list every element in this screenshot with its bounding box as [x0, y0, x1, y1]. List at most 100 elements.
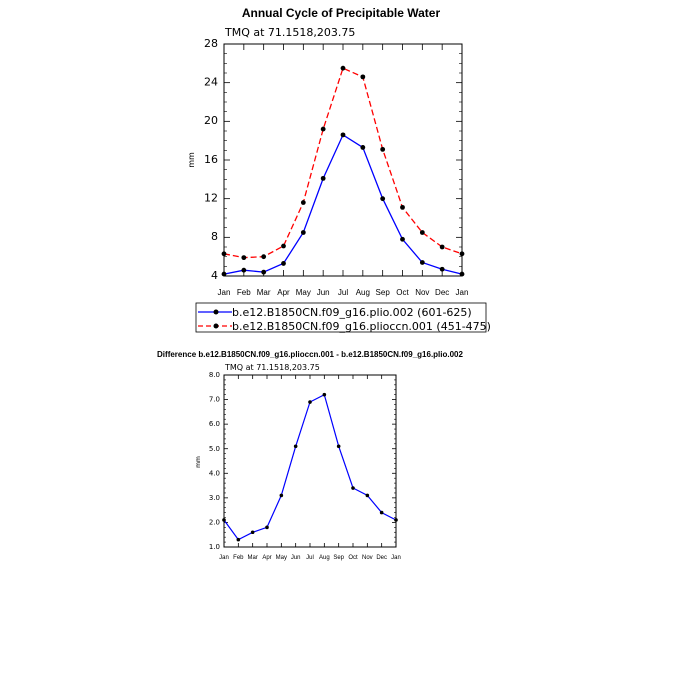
series-1-point — [320, 175, 326, 181]
series-1-line — [223, 133, 463, 275]
y-tick-label: 8.0 — [209, 371, 220, 379]
chart1-series — [221, 65, 465, 277]
y-tick-label: 7.0 — [209, 396, 220, 404]
chart1-legend: b.e12.B1850CN.f09_g16.plio.002 (601-625)… — [195, 302, 491, 333]
series-2-point — [281, 243, 286, 249]
series-1-point — [265, 525, 269, 530]
precipitable-water-chart: Annual Cycle of Precipitable Water TMQ a… — [187, 6, 491, 333]
series-1-point — [293, 444, 298, 449]
chart1-axes: Jan Feb Mar Apr May Jun Jul Aug Sep Oct Nov Dec Jan4… — [204, 37, 468, 297]
x-tick-label: Jan — [391, 555, 401, 561]
x-tick-label: Jan — [218, 288, 231, 297]
series-1-point — [236, 537, 241, 542]
series-1-point — [279, 493, 284, 498]
y-tick-label: 28 — [204, 37, 218, 50]
series-1-point — [281, 261, 286, 266]
x-tick-label: Jul — [338, 288, 348, 297]
chart2-subtitle: TMQ at 71.1518,203.75 — [224, 363, 320, 372]
legend-label-series-2: b.e12.B1850CN.f09_g16.plioccn.001 (451-4… — [232, 320, 491, 333]
series-1-point — [439, 266, 445, 272]
series-1-point — [322, 392, 327, 397]
series-1-line — [223, 393, 397, 541]
x-tick-label: Sep — [376, 288, 391, 297]
series-2-point — [261, 254, 267, 260]
y-tick-label: 1.0 — [209, 543, 220, 551]
series-1-point — [394, 518, 398, 522]
y-tick-label: 24 — [204, 75, 218, 88]
y-tick-label: 20 — [204, 114, 218, 127]
chart2-ylabel: mm — [195, 456, 202, 468]
legend-marker-blue — [213, 309, 219, 315]
y-tick-label: 16 — [204, 153, 218, 166]
legend-box — [195, 302, 487, 333]
x-tick-label: Jun — [317, 288, 330, 297]
series-2-point — [300, 200, 306, 205]
x-tick-label: Apr — [262, 555, 271, 561]
series-2-point — [320, 126, 326, 132]
chart1-title: Annual Cycle of Precipitable Water — [242, 6, 441, 20]
x-tick-label: Feb — [233, 555, 244, 561]
series-1-point — [340, 132, 346, 138]
x-tick-label: Sep — [333, 555, 344, 561]
y-tick-label: 4 — [211, 269, 218, 282]
x-tick-label: Aug — [319, 555, 330, 561]
series-1-point — [336, 444, 341, 449]
legend-label-series-1: b.e12.B1850CN.f09_g16.plio.002 (601-625) — [232, 306, 472, 319]
x-tick-label: May — [296, 288, 311, 297]
x-tick-label: Nov — [415, 288, 429, 297]
difference-chart: Difference b.e12.B1850CN.f09_g16.plioccn… — [157, 350, 463, 561]
y-tick-label: 2.0 — [209, 519, 220, 527]
series-1-point — [459, 271, 465, 277]
series-1-point — [400, 236, 405, 242]
y-tick-label: 5.0 — [209, 445, 220, 453]
series-1-point — [241, 267, 247, 273]
y-tick-label: 3.0 — [209, 494, 220, 502]
y-tick-label: 6.0 — [209, 420, 220, 428]
x-tick-label: Dec — [435, 288, 449, 297]
x-tick-label: May — [276, 555, 287, 561]
series-1-point — [351, 486, 355, 490]
chart1-ylabel: mm — [187, 152, 196, 168]
x-tick-label: Mar — [247, 555, 257, 561]
series-1-point — [380, 196, 386, 202]
x-tick-label: Jan — [456, 288, 469, 297]
series-1-point — [300, 230, 306, 235]
series-2-point — [360, 74, 366, 80]
series-1-point — [308, 400, 312, 404]
series-2-line — [223, 67, 463, 259]
series-2-point — [459, 251, 465, 257]
x-tick-label: Apr — [277, 288, 290, 297]
chart2-series — [222, 392, 398, 542]
y-tick-label: 8 — [211, 230, 218, 243]
chart1-subtitle: TMQ at 71.1518,203.75 — [224, 26, 355, 39]
series-1-point — [419, 260, 425, 265]
x-tick-label: Aug — [356, 288, 370, 297]
series-1-point — [222, 518, 226, 522]
x-tick-label: Oct — [396, 288, 409, 297]
series-1-point — [379, 510, 384, 515]
series-2-point — [380, 146, 386, 152]
series-2-point — [241, 255, 247, 261]
chart1-plot-frame — [223, 43, 463, 277]
chart2-axes: Jan Feb Mar Apr May Jun Jul Aug Sep Oct Nov Dec Jan 1… — [209, 371, 401, 561]
series-1-point — [360, 145, 366, 150]
series-1-point — [365, 493, 370, 498]
y-tick-label: 12 — [204, 191, 218, 204]
x-tick-label: Mar — [257, 288, 271, 297]
legend-marker-red — [213, 323, 219, 329]
x-tick-label: Dec — [376, 555, 387, 561]
series-2-point — [400, 204, 405, 210]
series-2-point — [221, 251, 227, 257]
series-2-point — [419, 230, 425, 235]
series-1-point — [250, 530, 255, 535]
series-2-point — [340, 65, 346, 71]
x-tick-label: Oct — [348, 555, 358, 561]
x-tick-label: Jan — [219, 555, 229, 561]
series-1-point — [261, 269, 267, 275]
y-tick-label: 4.0 — [209, 469, 220, 477]
x-tick-label: Feb — [237, 288, 251, 297]
x-tick-label: Jun — [291, 555, 301, 561]
chart2-title: Difference b.e12.B1850CN.f09_g16.plioccn… — [157, 350, 463, 359]
series-2-point — [439, 244, 445, 250]
